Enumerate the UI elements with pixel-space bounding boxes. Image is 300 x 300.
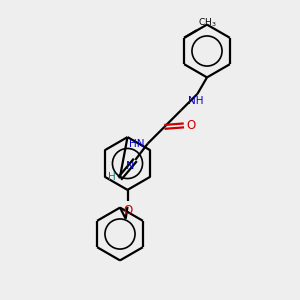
Text: N: N <box>126 161 135 171</box>
Text: O: O <box>123 204 132 217</box>
Text: HN: HN <box>129 139 145 149</box>
Text: H: H <box>108 172 116 182</box>
Text: NH: NH <box>188 96 204 106</box>
Text: CH$_3$: CH$_3$ <box>198 16 217 29</box>
Text: O: O <box>186 119 195 132</box>
